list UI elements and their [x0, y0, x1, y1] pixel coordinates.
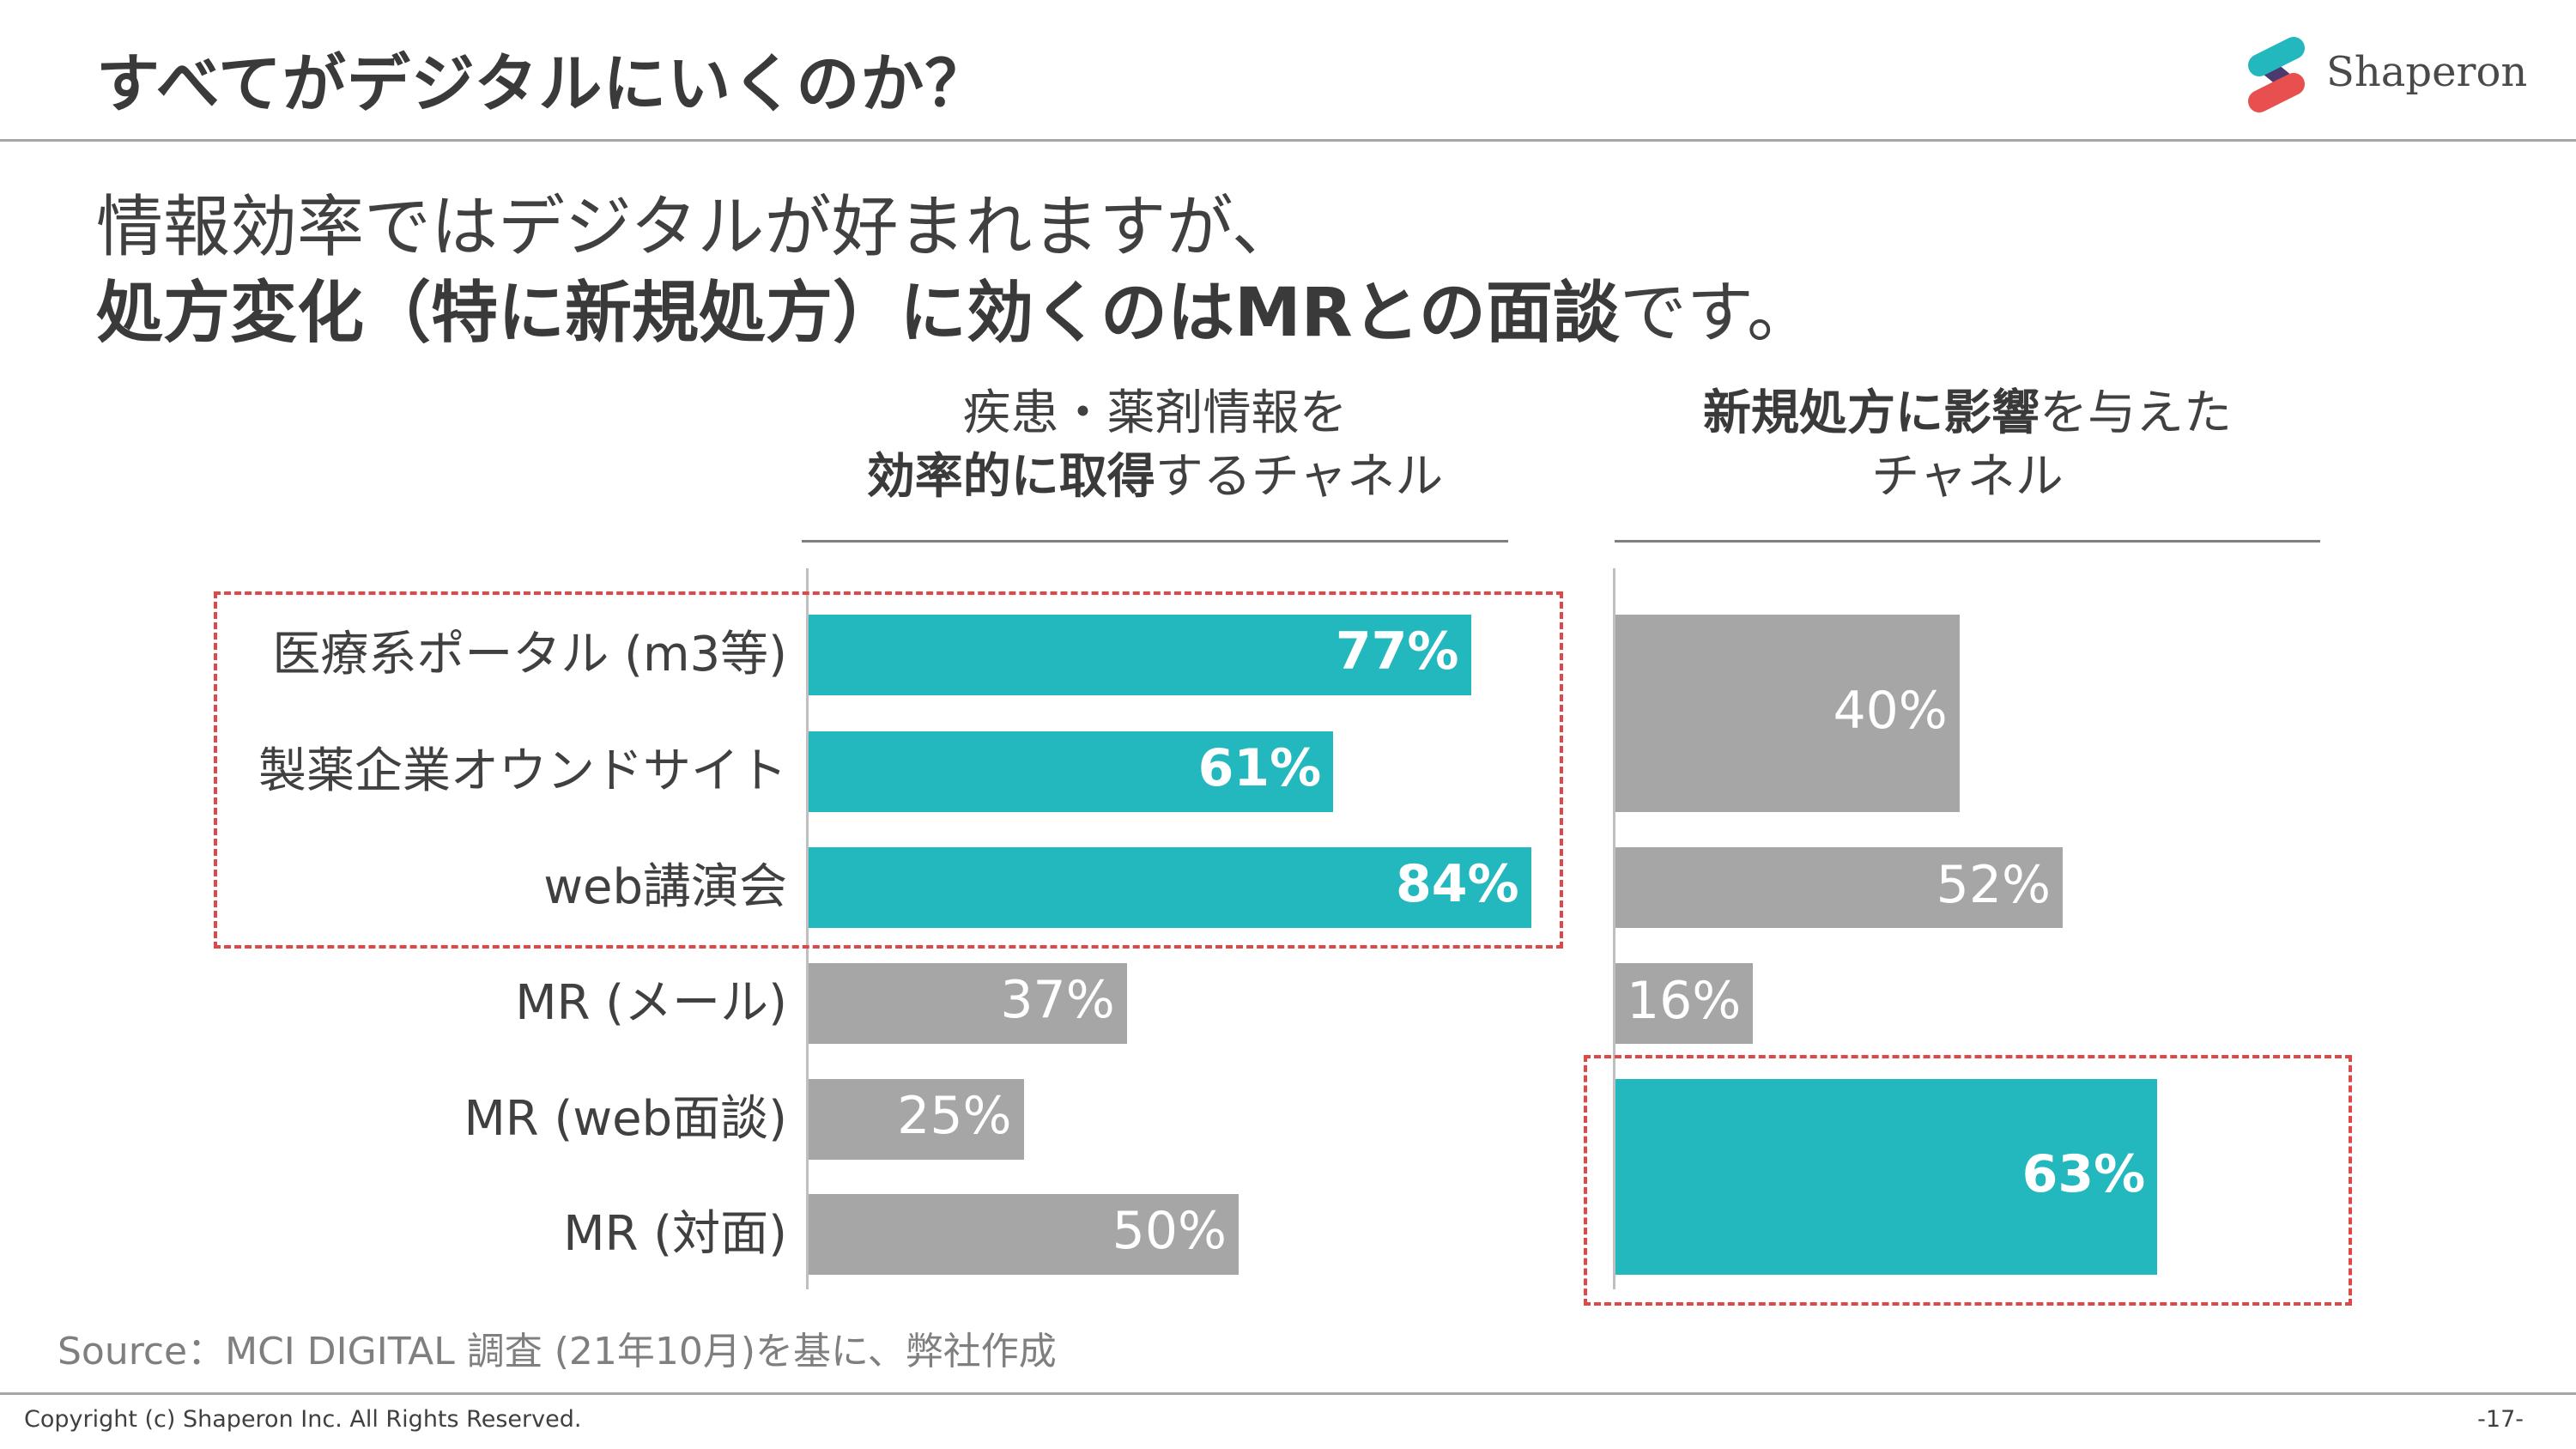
left-bar-value-label: 61%: [1197, 738, 1322, 798]
left-chart-title: 疾患・薬剤情報を 効率的に取得するチャネル: [802, 382, 1508, 509]
left-bar: [809, 731, 1334, 812]
left-highlight-box: [214, 591, 1563, 949]
left-bar-value-label: 37%: [1000, 970, 1115, 1030]
left-title-underline: [802, 540, 1508, 543]
logo-mark-icon: [2248, 37, 2305, 112]
right-title-line1: 新規処方に影響を与えた: [1615, 382, 2320, 446]
left-bar-value-label: 84%: [1396, 854, 1519, 914]
source-note: Source：MCI DIGITAL 調査 (21年10月)を基に、弊社作成: [58, 1330, 1057, 1373]
subtitle-line-2: 処方変化（特に新規処方）に効くのはMRとの面談です。: [96, 259, 1814, 355]
subtitle-normal: です。: [1619, 275, 1815, 352]
header-divider: [0, 139, 2576, 142]
left-bar: [809, 847, 1531, 928]
left-axis-line: [806, 568, 809, 1289]
left-bar: [809, 1194, 1239, 1275]
left-bar-value-label: 25%: [897, 1086, 1012, 1146]
category-label: MR (web面談): [464, 1091, 787, 1147]
right-bar: [1615, 963, 1754, 1044]
right-title-underline: [1615, 540, 2320, 543]
category-label: 医療系ポータル (m3等): [272, 627, 787, 682]
left-title-line2: 効率的に取得するチャネル: [802, 446, 1508, 509]
left-bar-value-label: 77%: [1335, 621, 1459, 682]
left-title-bold: 効率的に取得: [866, 449, 1155, 505]
right-bar-value-label: 52%: [1936, 855, 2052, 915]
right-bar-value-label: 63%: [2021, 1144, 2146, 1204]
category-label: web講演会: [543, 859, 787, 915]
category-label: MR (メール): [515, 975, 787, 1031]
footer-divider: [0, 1392, 2576, 1395]
right-title-line2: チャネル: [1871, 449, 2064, 505]
right-bar: [1615, 847, 2064, 928]
category-label: MR (対面): [563, 1206, 787, 1262]
left-title-normal: するチャネル: [1155, 449, 1444, 505]
subtitle-bold: 処方変化（特に新規処方）に効くのはMRとの面談: [96, 275, 1620, 352]
copyright: Copyright (c) Shaperon Inc. All Rights R…: [24, 1406, 582, 1433]
right-bar-value-label: 40%: [1833, 681, 1948, 741]
left-bar: [809, 1079, 1024, 1160]
right-bar-value-label: 16%: [1626, 971, 1742, 1031]
left-title-line1: 疾患・薬剤情報を: [962, 385, 1348, 441]
right-title-normal: を与えた: [2040, 385, 2232, 441]
right-title-bold: 新規処方に影響: [1703, 385, 2040, 441]
shaperon-logo: [2248, 37, 2305, 112]
right-bar: [1615, 1079, 2158, 1275]
left-bar: [809, 963, 1127, 1044]
left-bar-value-label: 50%: [1112, 1201, 1227, 1261]
right-axis-line: [1613, 568, 1615, 1289]
right-chart-title: 新規処方に影響を与えた チャネル: [1615, 382, 2320, 509]
left-bar: [809, 615, 1471, 695]
subtitle-line-1: 情報効率ではデジタルが好まれますが、: [96, 189, 1299, 266]
right-bar: [1615, 615, 1960, 812]
category-label: 製薬企業オウンドサイト: [258, 743, 787, 799]
logo-text: Shaperon: [2326, 48, 2528, 96]
page-number: -17-: [2477, 1406, 2524, 1433]
right-highlight-box: [1584, 1055, 2352, 1306]
slide-title: すべてがデジタルにいくのか？: [96, 47, 990, 121]
